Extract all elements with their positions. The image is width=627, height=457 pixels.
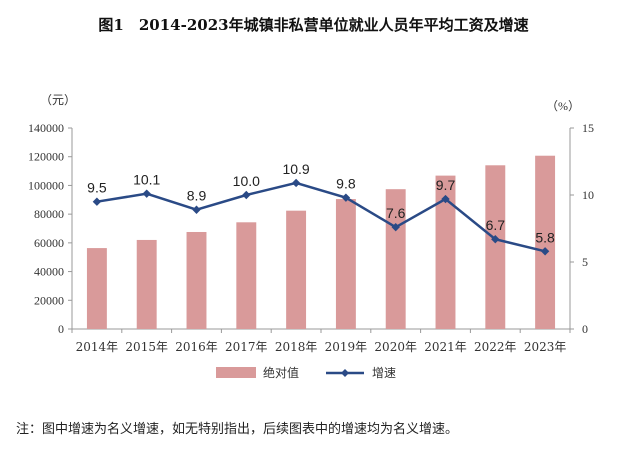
- growth-data-label: 9.5: [87, 180, 107, 196]
- growth-marker: [441, 194, 450, 204]
- growth-data-label: 5.8: [535, 229, 555, 245]
- x-tick-label: 2015年: [125, 340, 168, 354]
- bar-2014年: [86, 248, 107, 329]
- x-tick-label: 2016年: [175, 340, 218, 354]
- x-tick-label: 2021年: [424, 340, 467, 354]
- left-tick-label: 20000: [34, 293, 64, 307]
- bar-2018年: [286, 210, 307, 329]
- right-tick-label: 15: [582, 121, 594, 135]
- legend-bar-swatch: [216, 367, 256, 378]
- growth-data-label: 10.0: [233, 173, 260, 189]
- bar-2016年: [186, 231, 207, 329]
- footnote: 注：图中增速为名义增速，如无特别指出，后续图表中的增速均为名义增速。: [16, 422, 459, 437]
- growth-marker: [142, 189, 151, 198]
- bar-2019年: [335, 199, 356, 329]
- growth-data-label: 10.1: [133, 172, 160, 188]
- left-tick-label: 60000: [34, 236, 64, 250]
- growth-marker: [92, 197, 102, 206]
- x-tick-label: 2018年: [275, 340, 318, 354]
- bars: [86, 155, 556, 329]
- growth-marker: [341, 193, 351, 202]
- legend: 绝对值 增速: [216, 365, 396, 380]
- bar-2021年: [435, 175, 456, 329]
- bar-2022年: [485, 165, 506, 329]
- left-tick-label: 80000: [34, 207, 64, 221]
- data-labels: 9.5 10.1 8.9 10.0 10.9 9.8 7.6 9.7 6.7 5.8: [87, 161, 555, 245]
- x-tick-label: 2022年: [474, 340, 517, 354]
- left-tick-label: 0: [58, 322, 64, 336]
- growth-data-label: 7.6: [386, 205, 406, 221]
- left-tick-label: 120000: [28, 150, 64, 164]
- x-tick-label: 2014年: [76, 340, 119, 354]
- chart-title: 图1 2014-2023年城镇非私营单位就业人员年平均工资及增速: [98, 16, 529, 34]
- growth-marker: [192, 205, 201, 214]
- legend-bar-label: 绝对值: [263, 365, 299, 380]
- left-tick-label: 40000: [34, 265, 64, 279]
- x-tick-label: 2019年: [325, 340, 368, 354]
- growth-data-label: 8.9: [187, 188, 207, 204]
- growth-data-label: 9.8: [336, 176, 356, 192]
- x-tick-label: 2020年: [374, 340, 417, 354]
- growth-data-label: 6.7: [486, 217, 506, 233]
- growth-marker: [491, 235, 500, 244]
- right-tick-label: 0: [582, 322, 588, 336]
- right-tick-label: 5: [582, 255, 588, 269]
- growth-line: [92, 178, 550, 256]
- growth-data-label: 10.9: [282, 161, 309, 177]
- right-axis-unit: （%）: [546, 99, 580, 113]
- growth-polyline: [96, 181, 546, 253]
- left-axis-unit: （元）: [40, 93, 76, 107]
- x-tick-label: 2017年: [225, 340, 268, 354]
- growth-marker: [242, 190, 251, 200]
- bar-2017年: [236, 222, 257, 329]
- right-tick-label: 10: [582, 188, 594, 202]
- growth-marker: [291, 178, 301, 188]
- left-tick-label: 100000: [28, 178, 64, 192]
- growth-data-label: 9.7: [436, 177, 456, 193]
- axes: 0 20000 40000 60000 80000 100000 120000 140000 0…: [28, 93, 594, 354]
- legend-line-label: 增速: [372, 366, 396, 380]
- legend-line-marker: [341, 369, 349, 377]
- bar-2023年: [535, 155, 556, 329]
- growth-marker: [540, 247, 550, 256]
- x-tick-label: 2023年: [524, 340, 567, 354]
- growth-marker: [391, 222, 400, 232]
- bar-2015年: [136, 239, 157, 329]
- left-tick-label: 140000: [28, 121, 64, 135]
